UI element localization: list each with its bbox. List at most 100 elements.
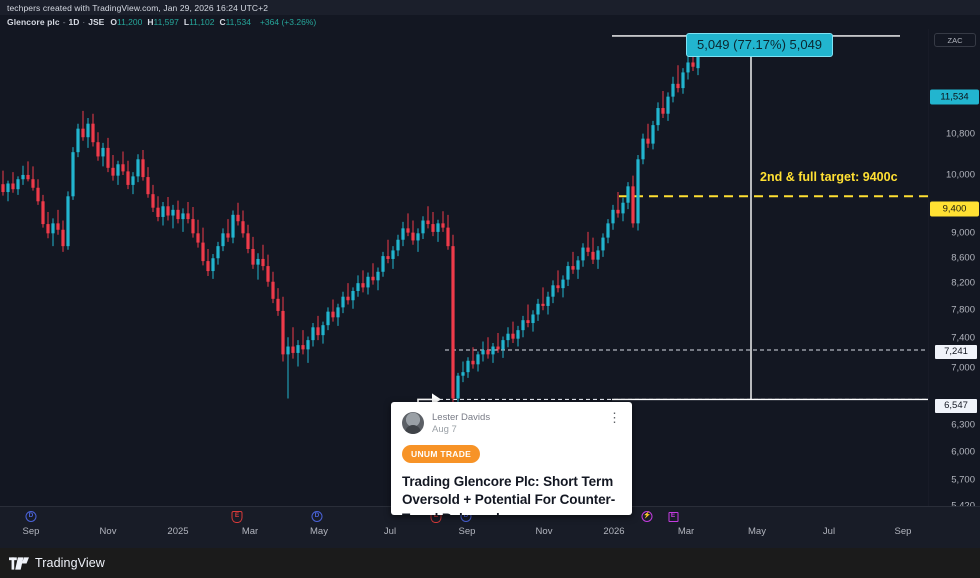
chart-plot-area[interactable] — [0, 29, 928, 506]
candle — [631, 175, 635, 228]
candle — [101, 142, 105, 167]
candle-body — [321, 325, 325, 336]
idea-preview-card[interactable]: Lester Davids Aug 7 ⋮ UNUM TRADE Trading… — [391, 402, 632, 515]
candle — [366, 272, 370, 295]
candle — [521, 315, 525, 338]
candle — [671, 76, 675, 103]
ohlc-low: L11,102 — [184, 17, 215, 27]
candle — [211, 253, 215, 279]
candle-body — [166, 206, 170, 216]
price-badge-white[interactable]: 7,241 — [935, 345, 977, 359]
price-axis[interactable]: ZAC 10,800 10,000 9,000 8,600 8,200 7,800 7,40… — [928, 29, 980, 539]
candle-body — [176, 209, 180, 220]
candle — [471, 347, 475, 369]
candle-body — [281, 310, 285, 355]
candle — [496, 332, 500, 353]
price-badge-yellow[interactable]: 9,400 — [930, 201, 979, 217]
candle — [1, 170, 5, 196]
candle-body — [626, 186, 630, 203]
idea-date: Aug 7 — [432, 423, 457, 435]
candle — [676, 65, 680, 93]
candle-body — [651, 125, 655, 144]
candle — [26, 161, 30, 182]
candle — [686, 55, 690, 80]
candle-body — [581, 247, 585, 261]
price-tick-label: 8,600 — [951, 252, 975, 264]
candle-body — [306, 340, 310, 350]
candle — [11, 172, 15, 193]
candle-body — [471, 360, 475, 365]
candle-body — [526, 320, 530, 324]
candle-body — [231, 214, 235, 238]
candle-body — [96, 142, 100, 157]
more-options-icon[interactable]: ⋮ — [608, 410, 621, 425]
legend-timeframe[interactable]: 1D — [68, 17, 80, 27]
candle-body — [46, 224, 50, 234]
candle-body — [461, 372, 465, 376]
candle-body — [171, 209, 175, 216]
candle — [281, 296, 285, 362]
time-tick-label: Mar — [241, 526, 259, 537]
candle-body — [251, 248, 255, 265]
candle — [626, 182, 630, 210]
candle — [436, 219, 440, 242]
candle — [116, 160, 120, 185]
candle-body — [36, 187, 40, 202]
time-tick-label: Nov — [99, 526, 117, 537]
ohlc-close: C11,534 — [219, 17, 251, 27]
candle — [531, 310, 535, 332]
candle-body — [426, 220, 430, 225]
candle-body — [326, 311, 330, 326]
candle-body — [226, 233, 230, 238]
candle — [196, 219, 200, 248]
candle — [146, 167, 150, 198]
candle — [331, 299, 335, 322]
candle — [476, 351, 480, 372]
idea-marker-icon[interactable]: ⚡ — [641, 510, 654, 523]
candle — [106, 137, 110, 173]
candle — [586, 231, 590, 257]
price-tick-label: 10,800 — [945, 128, 975, 140]
candle — [41, 194, 45, 228]
candle-body — [91, 123, 95, 143]
candle — [311, 323, 315, 347]
time-tick-label: May — [748, 526, 766, 537]
candle-body — [21, 174, 25, 180]
candle — [321, 321, 325, 344]
idea-marker-icon[interactable]: E — [667, 510, 680, 523]
candle — [511, 321, 515, 343]
candle — [71, 147, 75, 200]
ohlc-open: O11,200 — [110, 17, 142, 27]
candle-body — [71, 152, 75, 197]
watermark-bar: techpers created with TradingView.com, J… — [0, 0, 980, 15]
price-badge-white[interactable]: 6,547 — [935, 399, 977, 413]
candle-body — [466, 360, 470, 373]
candle-body — [556, 285, 560, 289]
idea-marker-icon[interactable]: D — [311, 510, 324, 523]
tradingview-logo[interactable]: TradingView — [9, 556, 105, 570]
candle — [221, 228, 225, 252]
candle-body — [116, 164, 120, 176]
idea-author[interactable]: Lester Davids — [432, 412, 491, 423]
candle — [561, 275, 565, 298]
idea-marker-icon[interactable]: E — [231, 510, 244, 523]
marker-glyph: E — [231, 510, 243, 523]
candle-body — [376, 271, 380, 281]
idea-marker-icon[interactable]: D — [25, 510, 38, 523]
candle-body — [401, 228, 405, 240]
candle — [51, 218, 55, 247]
candle — [636, 155, 640, 231]
candle-body — [136, 159, 140, 177]
candle — [431, 211, 435, 237]
price-badge-cyan[interactable]: 11,534 — [930, 89, 979, 105]
candle — [341, 291, 345, 314]
idea-title[interactable]: Trading Glencore Plc: Short Term Oversol… — [402, 473, 616, 515]
candle — [171, 204, 175, 229]
idea-card-meta: Lester Davids Aug 7 — [432, 412, 490, 436]
candle — [31, 166, 35, 191]
candle-body — [416, 233, 420, 241]
candle-body — [11, 183, 15, 190]
legend-symbol[interactable]: Glencore plc — [7, 17, 60, 27]
candle-body — [621, 202, 625, 214]
